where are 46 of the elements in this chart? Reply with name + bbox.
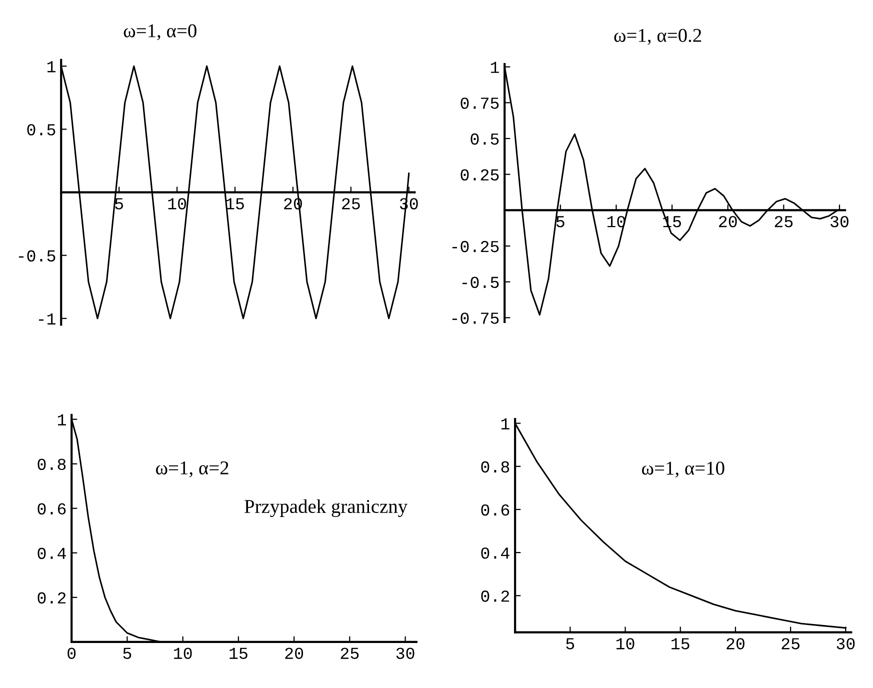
- y-tick-label: 0.25: [460, 169, 499, 181]
- chart-title: ω=1, α=0: [124, 24, 196, 40]
- x-tick-label: 10: [616, 638, 634, 650]
- x-tick-label: 25: [342, 198, 360, 210]
- y-tick-label: 0.2: [38, 592, 66, 604]
- y-tick-label: 0.6: [481, 504, 510, 516]
- y-tick-label: 1: [58, 414, 66, 426]
- y-tick-label: 1: [490, 62, 499, 73]
- x-tick-label: 0: [68, 648, 76, 660]
- y-tick-label: 0.4: [481, 547, 510, 559]
- x-tick-label: 15: [672, 638, 690, 650]
- x-tick-label: 5: [115, 198, 124, 210]
- x-tick-label: 10: [174, 648, 192, 660]
- text: ω=1, α=10: [642, 462, 724, 478]
- y-tick-label: -0.5: [462, 276, 499, 288]
- x-tick-label: 10: [168, 198, 186, 210]
- y-tick-label: 0.4: [38, 548, 66, 560]
- x-tick-label: 5: [123, 648, 132, 660]
- x-tick-label: 5: [566, 638, 574, 650]
- x-tick-label: 20: [726, 638, 744, 650]
- x-tick-label: 25: [782, 638, 800, 650]
- x-tick-label: 25: [774, 216, 793, 228]
- y-tick-label: 0.8: [38, 458, 66, 470]
- y-tick-label: 0.5: [470, 133, 499, 145]
- y-tick-label: -1: [38, 313, 56, 324]
- x-tick-label: 5: [556, 216, 564, 228]
- y-tick-label: 0.2: [481, 590, 510, 602]
- x-tick-label: 30: [830, 216, 848, 228]
- y-tick-label: 0.6: [38, 503, 66, 515]
- x-tick-label: 30: [836, 638, 855, 650]
- y-tick-label: 0.75: [460, 98, 499, 109]
- y-tick-label: 0.8: [481, 461, 510, 473]
- y-tick-label: 1: [47, 61, 56, 72]
- y-tick-label: -0.5: [18, 250, 56, 262]
- chart-title: ω=1, α=0.2: [614, 28, 702, 45]
- text: ω=1, α=2: [156, 461, 228, 478]
- y-tick-label: -0.25: [452, 240, 499, 252]
- y-tick-label: -0.75: [452, 312, 499, 324]
- x-tick-label: 25: [340, 648, 359, 660]
- x-tick-label: 20: [719, 216, 737, 228]
- x-tick-label: 20: [285, 648, 304, 660]
- y-tick-label: 0.5: [27, 124, 56, 136]
- annotation: Przypadek graniczny: [244, 499, 408, 518]
- x-tick-label: 30: [396, 648, 414, 660]
- y-tick-label: 1: [501, 418, 510, 430]
- x-tick-label: 15: [230, 648, 248, 660]
